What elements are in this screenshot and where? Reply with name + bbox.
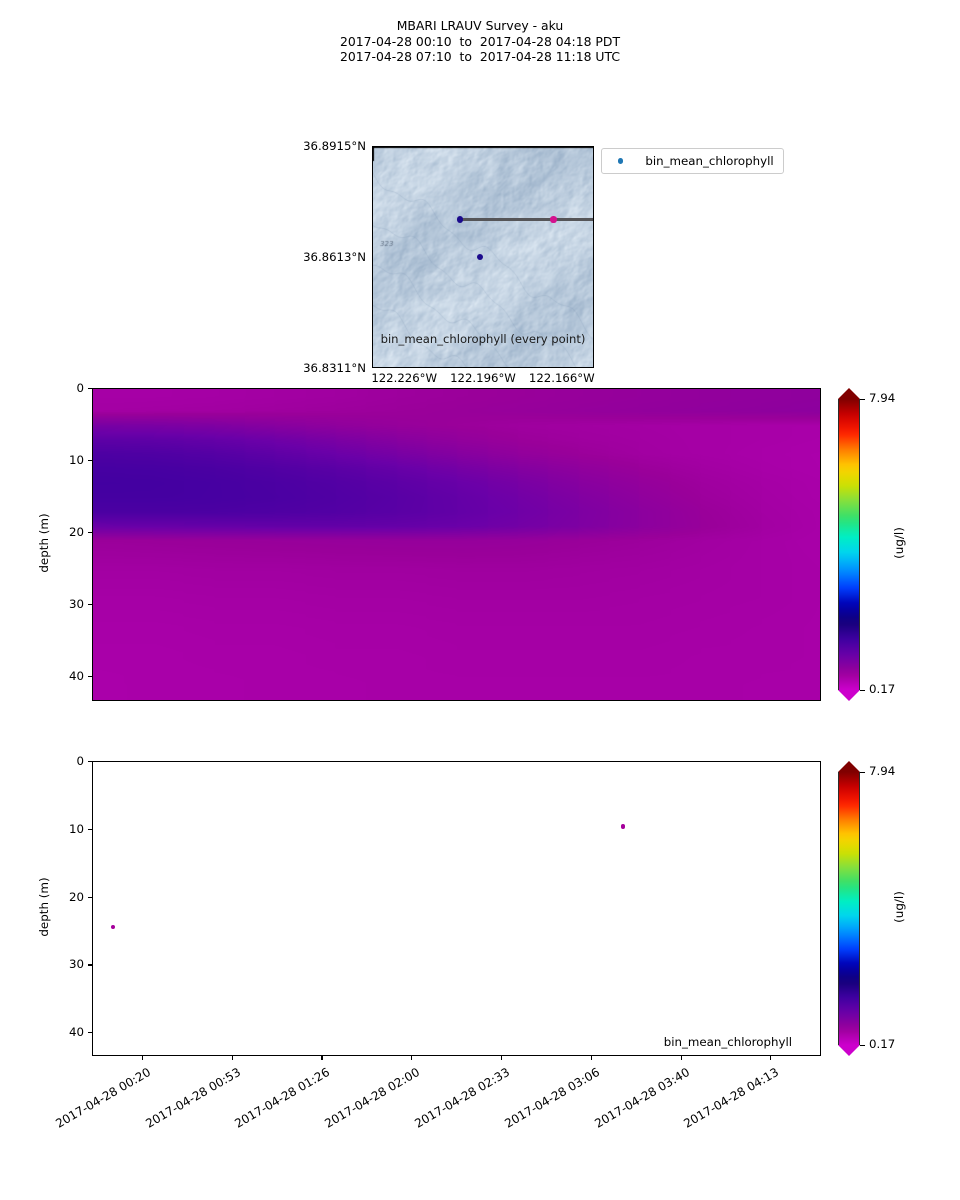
colorbar-depth-section-min-tick-mark: [860, 690, 865, 692]
scatter-panel-y-tick-label: 0: [76, 754, 84, 768]
map-lat-tick: 36.8613°N: [303, 250, 366, 264]
map-lon-tick: 122.196°W: [450, 371, 516, 385]
colorbar-depth-section-over-arrow: [838, 388, 860, 399]
colorbar-scatter-panel-gradient[interactable]: [838, 772, 860, 1045]
depth-section-y-tick-label: 0: [76, 381, 84, 395]
depth-section-y-tick-mark: [88, 603, 92, 605]
colorbar-depth-section-max-tick-mark: [860, 399, 865, 401]
map-lon-tick: 122.226°W: [371, 371, 438, 385]
scatter-panel-y-label: depth (m): [37, 876, 51, 937]
depth-section-y-tick-mark: [88, 388, 92, 390]
depth-section-axes[interactable]: [92, 388, 821, 701]
depth-section-y-tick-mark: [88, 531, 92, 533]
time-axis-tick-mark: [141, 1056, 144, 1060]
time-axis-tick-mark: [501, 1056, 503, 1060]
colorbar-scatter-panel-unit-label: (ug/l): [892, 890, 906, 923]
scatter-panel-y-tick-label: 30: [68, 957, 84, 972]
depth-section-y-tick-label: 20: [68, 524, 84, 539]
map-lat-tick: 36.8915°N: [303, 139, 366, 153]
scatter-panel-y-tick-label: 20: [68, 889, 84, 904]
colorbar-depth-section-min-tick-label: 0.17: [869, 682, 896, 696]
scatter-panel-y-tick-label: 10: [68, 821, 84, 836]
scatter-panel-y-tick-mark: [88, 964, 92, 966]
scatter-point-1: [111, 924, 116, 929]
time-axis-tick-mark: [770, 1056, 772, 1060]
time-axis-tick-mark: [590, 1056, 592, 1060]
time-axis-tick-mark: [321, 1056, 323, 1060]
colorbar-scatter-panel-max-tick-mark: [860, 772, 865, 774]
map-lon-tick: 122.166°W: [528, 371, 595, 385]
scatter-point-2: [620, 824, 626, 829]
subtitle-utc: 2017-04-28 07:10 to 2017-04-28 11:18 UTC: [339, 49, 620, 64]
subtitle-pdt: 2017-04-28 00:10 to 2017-04-28 04:18 PDT: [339, 33, 621, 49]
colorbar-depth-section-max-tick-label: 7.94: [869, 391, 896, 405]
map-lat-tick: 36.8311°N: [303, 361, 366, 375]
survey-map-panel[interactable]: bin_mean_chlorophyll (every point): [372, 146, 594, 368]
scatter-panel-y-tick-mark: [88, 1032, 92, 1034]
colorbar-depth-section-gradient[interactable]: [838, 399, 860, 690]
scatter-panel-y-tick-mark: [88, 896, 92, 898]
legend-item-label: bin_mean_chlorophyll: [645, 154, 774, 168]
depth-section-y-tick-mark: [88, 459, 92, 462]
scatter-panel-y-tick-mark: [88, 828, 92, 830]
colorbar-depth-section-unit-label: (ug/l): [892, 526, 906, 559]
legend-marker-icon: [618, 158, 624, 164]
time-axis-tick-mark: [231, 1056, 233, 1060]
colorbar-scatter-panel-under-arrow: [838, 1045, 860, 1056]
track-end-marker: [550, 216, 557, 223]
map-caption: bin_mean_chlorophyll (every point): [380, 332, 586, 346]
time-axis-tick-mark: [680, 1056, 682, 1060]
depth-section-y-tick-label: 10: [68, 452, 84, 467]
colorbar-depth-section-under-arrow: [838, 690, 860, 701]
figure-title-block: MBARI LRAUV Survey - aku 2017-04-28 00:1…: [0, 18, 960, 65]
depth-section-y-tick-label: 30: [68, 596, 84, 611]
depth-section-y-tick-mark: [88, 675, 92, 677]
map-legend[interactable]: bin_mean_chlorophyll: [601, 148, 784, 174]
scatter-panel-y-tick-mark: [88, 761, 92, 763]
page-title: MBARI LRAUV Survey - aku: [396, 18, 564, 33]
track-lower-marker: [476, 253, 483, 261]
scatter-panel-annotation: bin_mean_chlorophyll: [663, 1035, 792, 1049]
colorbar-scatter-panel-min-tick-mark: [860, 1045, 865, 1047]
scatter-panel-axes[interactable]: bin_mean_chlorophyll: [92, 761, 821, 1056]
auv-track-line: [459, 217, 593, 222]
scatter-panel-y-tick-label: 40: [68, 1025, 84, 1040]
colorbar-scatter-panel-min-tick-label: 0.17: [869, 1037, 896, 1051]
time-axis-tick-mark: [411, 1056, 413, 1060]
colorbar-scatter-panel-over-arrow: [838, 761, 860, 772]
track-start-marker: [456, 216, 464, 223]
chlorophyll-heatmap: [93, 389, 820, 700]
depth-section-y-label: depth (m): [37, 512, 51, 573]
bathymetry-basemap: [373, 147, 593, 367]
depth-section-y-tick-label: 40: [68, 668, 84, 683]
colorbar-scatter-panel-max-tick-label: 7.94: [869, 764, 896, 778]
